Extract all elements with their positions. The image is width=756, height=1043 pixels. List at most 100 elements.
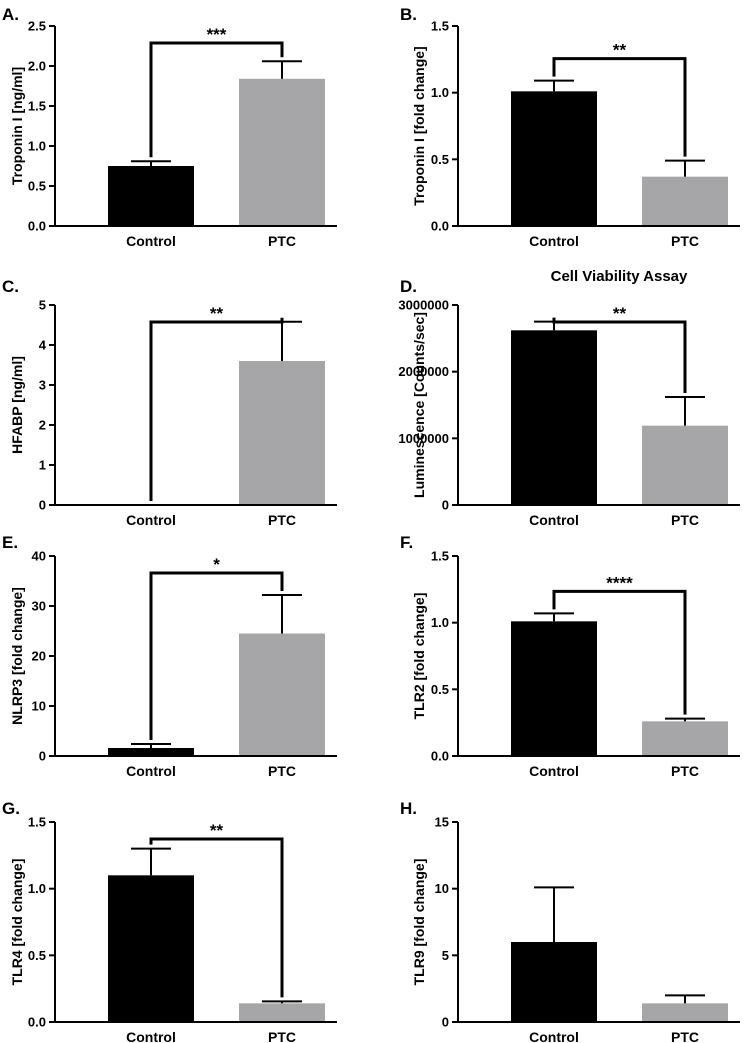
- y-tick-label: 1.5: [431, 549, 449, 564]
- significance-bracket: [552, 589, 687, 715]
- panel-letter: C.: [2, 277, 19, 296]
- x-category-label: PTC: [671, 763, 699, 779]
- significance-label: ****: [606, 573, 633, 592]
- x-category-label: Control: [126, 1029, 176, 1043]
- chart-panel-b: B. Troponin I [fold change] 0.0 0.5 1.0 1.5 Co…: [400, 5, 740, 249]
- y-tick-label: 0: [442, 498, 449, 513]
- x-category-label: Control: [126, 512, 176, 528]
- chart-panel-h: H. TLR9 [fold change] 0 5 10 15 Control PTC: [400, 799, 740, 1043]
- bar-ptc: [642, 1003, 728, 1022]
- y-tick-label: 40: [32, 549, 46, 564]
- bar-control: [108, 875, 194, 1022]
- y-tick-label: 1: [39, 458, 46, 473]
- bar-ptc: [239, 361, 325, 505]
- y-tick-label: 1.0: [28, 139, 46, 154]
- x-category-label: Control: [126, 763, 176, 779]
- y-tick-label: 0.5: [28, 179, 46, 194]
- bar-ptc: [642, 176, 728, 226]
- y-tick-label: 3000000: [398, 298, 449, 313]
- panel-letter: H.: [400, 799, 417, 818]
- chart-title: Cell Viability Assay: [551, 268, 688, 285]
- bar-control: [511, 942, 597, 1022]
- y-tick-label: 0: [39, 749, 46, 764]
- bar-control: [511, 330, 597, 505]
- y-axis-label: Troponin I [fold change]: [411, 46, 427, 205]
- x-category-label: Control: [529, 763, 579, 779]
- bar-control: [108, 748, 194, 756]
- bar-ptc: [239, 633, 325, 756]
- y-axis-label: Luminescence [Counts/sec]: [411, 312, 427, 498]
- y-tick-label: 15: [435, 815, 449, 830]
- panel-letter: B.: [400, 5, 417, 24]
- panel-letter: E.: [2, 533, 18, 552]
- bar-control: [108, 166, 194, 226]
- y-axis-label: TLR4 [fold change]: [9, 859, 25, 986]
- y-tick-label: 0.5: [431, 152, 449, 167]
- y-tick-label: 0: [442, 1015, 449, 1030]
- x-category-label: PTC: [671, 233, 699, 249]
- y-tick-label: 10: [435, 881, 449, 896]
- significance-bracket: [149, 41, 284, 158]
- y-axis-label: Troponin I [ng/ml]: [9, 67, 25, 185]
- x-category-label: PTC: [268, 1029, 296, 1043]
- y-tick-label: 2.0: [28, 59, 46, 74]
- y-axis-label: TLR2 [fold change]: [411, 593, 427, 720]
- y-tick-label: 0.0: [28, 219, 46, 234]
- significance-bracket: [149, 837, 284, 998]
- significance-bracket: [149, 317, 284, 501]
- bar-ptc: [239, 1003, 325, 1022]
- significance-label: **: [613, 304, 627, 323]
- x-category-label: PTC: [268, 763, 296, 779]
- y-tick-label: 0.0: [431, 749, 449, 764]
- x-category-label: PTC: [268, 233, 296, 249]
- y-tick-label: 10: [32, 699, 46, 714]
- y-axis-label: TLR9 [fold change]: [411, 859, 427, 986]
- y-tick-label: 5: [39, 298, 46, 313]
- significance-bracket: [552, 317, 687, 393]
- y-tick-label: 30: [32, 599, 46, 614]
- x-category-label: Control: [529, 512, 579, 528]
- x-category-label: PTC: [671, 512, 699, 528]
- y-tick-label: 1.0: [431, 615, 449, 630]
- significance-label: **: [210, 304, 224, 323]
- chart-panel-d: D. Cell Viability Assay Luminescence [Coun…: [398, 268, 740, 528]
- y-tick-label: 2000000: [398, 364, 449, 379]
- panel-letter: D.: [400, 277, 417, 296]
- x-category-label: PTC: [268, 512, 296, 528]
- y-axis-label: HFABP [ng/ml]: [9, 356, 25, 454]
- y-tick-label: 4: [39, 338, 47, 353]
- significance-label: *: [213, 555, 220, 574]
- x-category-label: Control: [529, 1029, 579, 1043]
- x-category-label: PTC: [671, 1029, 699, 1043]
- panel-letter: G.: [2, 799, 20, 818]
- y-tick-label: 1.5: [28, 99, 46, 114]
- y-tick-label: 1.0: [28, 881, 46, 896]
- y-tick-label: 0.5: [431, 682, 449, 697]
- y-tick-label: 1.0: [431, 85, 449, 100]
- chart-panel-f: F. TLR2 [fold change] 0.0 0.5 1.0 1.5 Control P…: [400, 533, 740, 779]
- y-tick-label: 1000000: [398, 431, 449, 446]
- chart-panel-a: A. Troponin I [ng/ml] 0.0 0.5 1.0 1.5 2.0 2.5 Co…: [2, 5, 337, 249]
- y-tick-label: 5: [442, 948, 449, 963]
- chart-panel-g: G. TLR4 [fold change] 0.0 0.5 1.0 1.5 Control P…: [2, 799, 337, 1043]
- y-axis-label: NLRP3 [fold change]: [9, 587, 25, 725]
- significance-label: ***: [207, 25, 227, 44]
- significance-label: **: [613, 41, 627, 60]
- panel-letter: A.: [2, 5, 19, 24]
- y-tick-label: 1.5: [431, 19, 449, 34]
- chart-panel-c: C. HFABP [ng/ml] 0 1 2 3 4 5 Control PTC **: [2, 277, 337, 528]
- bar-ptc: [239, 78, 325, 226]
- bar-ptc: [642, 721, 728, 756]
- y-tick-label: 0.0: [28, 1015, 46, 1030]
- y-tick-label: 0: [39, 498, 46, 513]
- chart-panel-e: E. NLRP3 [fold change] 0 10 20 30 40 Control PTC…: [2, 533, 337, 779]
- x-category-label: Control: [126, 233, 176, 249]
- y-tick-label: 1.5: [28, 815, 46, 830]
- y-tick-label: 0.5: [28, 948, 46, 963]
- panel-letter: F.: [400, 533, 413, 552]
- bar-ptc: [642, 425, 728, 505]
- significance-label: **: [210, 821, 224, 840]
- y-tick-label: 2.5: [28, 19, 46, 34]
- bar-control: [511, 91, 597, 226]
- y-tick-label: 0.0: [431, 219, 449, 234]
